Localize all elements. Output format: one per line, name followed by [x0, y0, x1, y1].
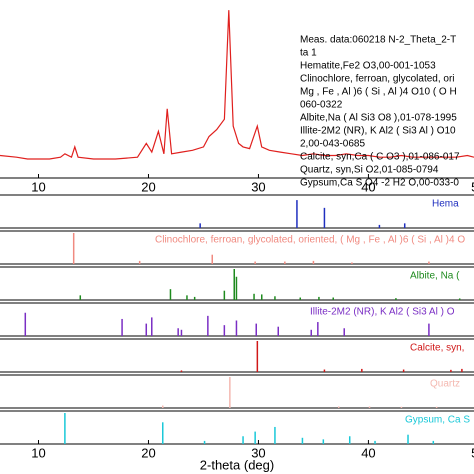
x-tick-label: 40	[361, 179, 375, 194]
phase-label: Clinochlore, ferroan, glycolated, orient…	[155, 235, 465, 246]
x-tick-label: 30	[251, 179, 265, 194]
x-tick-label: 10	[31, 179, 45, 194]
phase-label: Illite-2M2 (NR), K Al2 ( Si3 Al ) O	[310, 307, 455, 318]
panel-frame	[0, 338, 474, 373]
x-tick-label: 40	[361, 445, 375, 460]
panel-frame	[0, 194, 474, 229]
legend-text: Calcite, syn,Ca ( C O3 ),01-086-017	[300, 152, 460, 163]
panel-frame	[0, 230, 474, 265]
x-tick-label: 30	[251, 445, 265, 460]
phase-label: Calcite, syn,	[410, 343, 464, 354]
x-tick-label: 10	[31, 445, 45, 460]
legend-text: Quartz, syn,Si O2,01-085-0794	[300, 165, 439, 176]
x-axis-title: 2-theta (deg)	[200, 457, 274, 472]
legend-text: Meas. data:060218 N-2_Theta_2-T	[300, 35, 456, 46]
x-tick-label: 50	[471, 179, 474, 194]
panel-frame	[0, 374, 474, 409]
phase-label: Quartz	[430, 379, 460, 390]
legend-text: Albite,Na ( Al Si3 O8 ),01-078-1995	[300, 113, 457, 124]
x-tick-label: 50	[471, 445, 474, 460]
legend-text: Hematite,Fe2 O3,00-001-1053	[300, 61, 436, 72]
legend-text: Illite-2M2 (NR), K Al2 ( Si3 Al ) O10	[300, 126, 456, 137]
phase-label: Gypsum, Ca S	[405, 415, 470, 426]
panel-frame	[0, 410, 474, 445]
legend-text: Mg , Fe , Al )6 ( Si , Al )4 O10 ( O H	[300, 87, 457, 98]
phase-label: Hema	[432, 199, 459, 210]
diffraction-pattern	[0, 10, 474, 160]
legend-text: ta 1	[300, 48, 317, 59]
legend-text: Clinochlore, ferroan, glycolated, ori	[300, 74, 455, 85]
x-tick-label: 20	[141, 179, 155, 194]
legend-text: Gypsum,Ca S O4 -2 H2 O,00-033-0	[300, 178, 459, 189]
x-tick-label: 20	[141, 445, 155, 460]
phase-label: Albite, Na (	[410, 271, 460, 282]
legend-text: 060-0322	[300, 100, 343, 111]
legend-text: 2,00-043-0685	[300, 139, 365, 150]
